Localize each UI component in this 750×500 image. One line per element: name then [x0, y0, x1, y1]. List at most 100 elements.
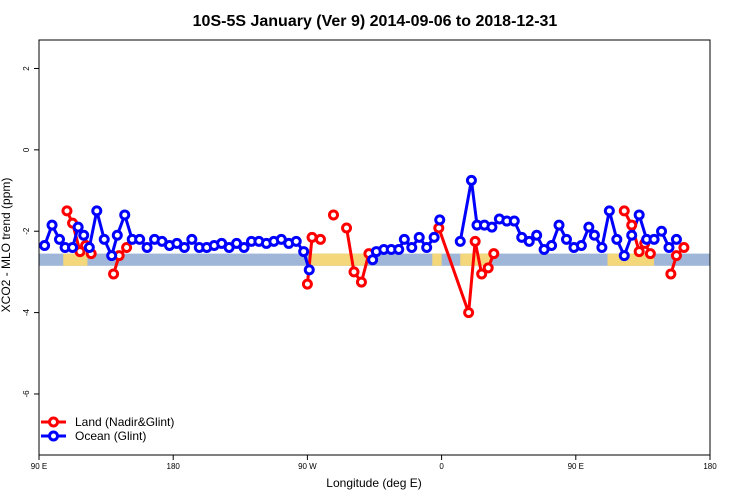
- ocean-data-point: [611, 233, 623, 245]
- ocean-data-point: [428, 231, 440, 243]
- ocean-data-point: [141, 242, 153, 253]
- land-data-point: [314, 233, 326, 245]
- land-data-point: [463, 307, 475, 319]
- land-data-point: [306, 231, 318, 243]
- land-data-point: [121, 242, 133, 253]
- ocean-data-point: [546, 239, 558, 251]
- x-axis: 90 E 180 90 W 0 90 E 180: [31, 455, 717, 471]
- ocean-data-point: [406, 242, 418, 253]
- ocean-data-point: [367, 254, 379, 266]
- land-series-line: [345, 227, 371, 284]
- ocean-data-point: [46, 219, 58, 231]
- ocean-data-point: [398, 233, 410, 245]
- land-data-point: [355, 276, 367, 288]
- x-tick-label: 180: [703, 462, 717, 471]
- x-tick-label: 90 E: [31, 462, 47, 471]
- land-data-point: [665, 268, 677, 280]
- land-data-point: [488, 248, 500, 260]
- ocean-data-point: [670, 233, 682, 245]
- ocean-data-point: [178, 242, 190, 253]
- x-tick-label: 90 W: [298, 462, 317, 471]
- ocean-data-point: [596, 242, 608, 253]
- x-tick-label: 180: [167, 462, 181, 471]
- ocean-data-point: [98, 233, 110, 245]
- x-tick-label: 0: [439, 462, 444, 471]
- ocean-data-point: [303, 264, 315, 276]
- y-tick-label: 0: [22, 147, 31, 152]
- ocean-data-point: [575, 239, 587, 251]
- land-data-point: [348, 266, 360, 278]
- ocean-data-point: [656, 225, 668, 237]
- ocean-data-point: [663, 242, 675, 253]
- ocean-data-point: [186, 233, 198, 245]
- ocean-data-point: [54, 233, 66, 245]
- land-mask-segment: [460, 253, 491, 266]
- y-tick-label: -6: [22, 390, 31, 398]
- land-mask-segment: [311, 253, 368, 266]
- ocean-data-point: [603, 205, 615, 217]
- legend-land-label: Land (Nadir&Glint): [75, 415, 174, 429]
- land-data-point: [108, 268, 120, 280]
- y-tick-label: -2: [22, 227, 31, 235]
- land-data-point: [469, 235, 481, 247]
- legend-ocean-label: Ocean (Glint): [75, 429, 146, 443]
- legend: Land (Nadir&Glint) Ocean (Glint): [41, 415, 174, 443]
- ocean-data-point: [413, 231, 425, 243]
- ocean-data-point: [508, 215, 520, 227]
- land-data-point: [618, 205, 630, 217]
- x-tick-label: 90 E: [568, 462, 584, 471]
- land-data-point: [61, 205, 73, 217]
- land-mask-segment: [432, 253, 442, 266]
- ocean-data-point: [465, 174, 477, 186]
- ocean-data-point: [298, 246, 310, 258]
- ocean-data-point: [648, 233, 660, 245]
- ocean-data-point: [626, 229, 638, 241]
- land-data-point: [644, 248, 656, 260]
- land-data-point: [670, 250, 682, 262]
- ocean-data-point: [393, 244, 405, 256]
- ocean-data-point: [134, 233, 146, 245]
- land-data-point: [626, 219, 638, 231]
- ocean-data-point: [618, 250, 630, 262]
- ocean-data-point: [531, 229, 543, 241]
- chart-title: 10S-5S January (Ver 9) 2014-09-06 to 201…: [193, 13, 558, 30]
- legend-ocean-marker: [48, 430, 59, 442]
- ocean-data-point: [434, 214, 446, 226]
- ocean-data-point: [421, 242, 433, 253]
- ocean-data-point: [523, 235, 535, 247]
- ocean-data-point: [72, 221, 84, 233]
- land-data-point: [482, 262, 494, 274]
- ocean-data-point: [111, 229, 123, 241]
- plot-frame: [38, 39, 711, 456]
- land-data-point: [341, 222, 353, 234]
- ocean-data-point: [560, 233, 572, 245]
- legend-entry-ocean: Ocean (Glint): [41, 429, 146, 443]
- ocean-data-point: [633, 209, 645, 221]
- land-data-point: [301, 278, 313, 290]
- ocean-data-point: [486, 221, 498, 233]
- ocean-data-point: [553, 219, 565, 231]
- ocean-data-point: [39, 239, 51, 251]
- y-tick-label: -4: [22, 308, 31, 316]
- land-data-point: [327, 209, 339, 221]
- ocean-data-point: [78, 229, 90, 241]
- ocean-data-point: [588, 229, 600, 241]
- y-tick-label: 2: [22, 66, 31, 71]
- legend-entry-land: Land (Nadir&Glint): [41, 415, 174, 429]
- ocean-data-point: [583, 221, 595, 233]
- plot-area: [39, 174, 710, 319]
- ocean-data-point: [83, 242, 95, 253]
- y-axis-label: XCO2 - MLO trend (ppm): [0, 178, 13, 313]
- ocean-data-point: [290, 235, 302, 247]
- land-data-point: [633, 246, 645, 258]
- ocean-data-point: [91, 205, 103, 217]
- x-axis-label: Longitude (deg E): [326, 476, 421, 490]
- y-axis: 2 0 -2 -4 -6: [22, 66, 39, 398]
- ocean-data-point: [454, 235, 466, 247]
- land-data-point: [678, 242, 690, 253]
- legend-land-marker: [48, 416, 59, 428]
- ocean-data-point: [106, 250, 118, 262]
- ocean-data-point: [67, 242, 79, 253]
- ocean-data-point: [238, 242, 250, 253]
